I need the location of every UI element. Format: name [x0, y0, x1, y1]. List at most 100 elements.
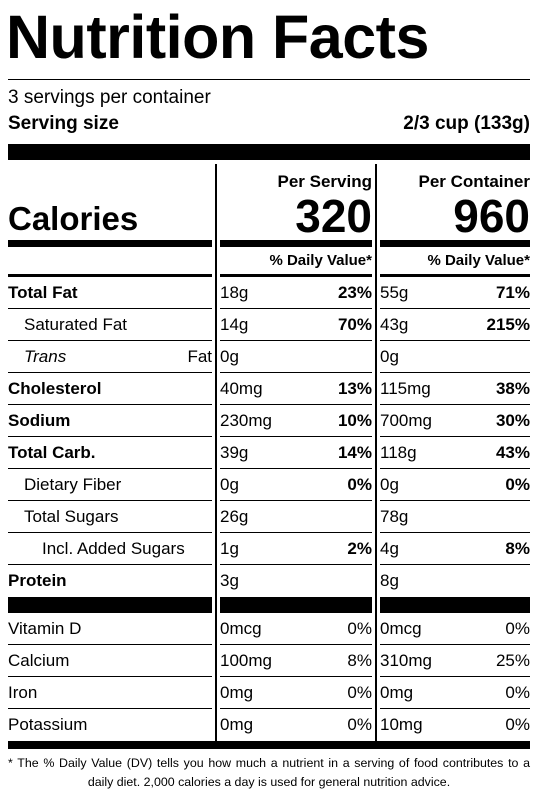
amount-cell: 100mg 8%: [220, 645, 372, 677]
amount: 8g: [380, 571, 399, 590]
nutrient-name: Dietary Fiber: [8, 469, 212, 501]
amount-cell: 8g: [380, 565, 530, 597]
amount: 0g: [220, 474, 239, 494]
amount-cell: 0mcg 0%: [380, 613, 530, 645]
daily-value: 70%: [337, 314, 372, 334]
title: Nutrition Facts: [6, 3, 429, 71]
nutrient-name: Potassium: [8, 715, 88, 734]
nutrient-name: Saturated Fat: [8, 309, 212, 341]
nutrient-name: Incl. Added Sugars: [8, 533, 212, 565]
daily-value: 0%: [505, 474, 530, 494]
amount-cell: 700mg 30%: [380, 405, 530, 437]
daily-value: 0%: [347, 682, 372, 702]
calories-value: 960: [453, 190, 530, 242]
serving-size: 2/3 cup (133g): [403, 113, 530, 134]
amount-cell: 18g 23%: [220, 277, 372, 309]
amount: 118g: [380, 442, 417, 462]
amount: 78g: [380, 506, 409, 526]
spacer: [8, 164, 212, 192]
amount: 1g: [220, 538, 239, 558]
serving-size-row: Serving size 2/3 cup (133g): [8, 113, 530, 135]
calories-label: Calories: [8, 200, 139, 237]
nutrient-name: Iron: [8, 677, 212, 709]
thick-bar: [8, 741, 530, 749]
nutrient-name: Total Sugars: [8, 501, 212, 533]
amount: 14g: [220, 314, 249, 334]
amount-cell: 1g 2%: [220, 533, 372, 565]
amount-cell: 10mg 0%: [380, 709, 530, 741]
nutrient-name: Cholesterol: [8, 373, 212, 405]
dv-header: % Daily Value*: [220, 247, 372, 277]
daily-value: 23%: [337, 282, 372, 302]
daily-value: 38%: [495, 378, 530, 398]
amount-cell: 4g 8%: [380, 533, 530, 565]
daily-value: 2%: [347, 538, 372, 558]
nutrient-name: Calcium: [8, 645, 212, 677]
bar: [8, 240, 212, 247]
amount-cell: 0mg 0%: [380, 677, 530, 709]
daily-value: 0%: [505, 618, 530, 638]
amount-cell: 310mg 25%: [380, 645, 530, 677]
amount: 0mg: [220, 682, 254, 702]
bar: [220, 240, 372, 247]
amount: 4g: [380, 538, 399, 558]
amount-cell: 14g 70%: [220, 309, 372, 341]
amount: 115mg: [380, 378, 431, 398]
amount: 0g: [380, 474, 399, 494]
amount: 100mg: [220, 650, 272, 670]
amount-cell: 0mcg 0%: [220, 613, 372, 645]
calories-value: 320: [295, 190, 372, 242]
rule: [8, 79, 530, 80]
column-header: Per Serving: [277, 172, 373, 191]
daily-value: 43%: [495, 442, 530, 462]
column-divider: [215, 164, 217, 741]
daily-value: 8%: [347, 650, 372, 670]
daily-value: 10%: [337, 410, 372, 430]
daily-value: 0%: [347, 474, 372, 494]
dv-header: % Daily Value*: [380, 247, 530, 277]
amount: 39g: [220, 442, 249, 462]
daily-value: 0%: [347, 715, 372, 734]
amount-cell: 55g 71%: [380, 277, 530, 309]
amount-cell: 0mg 0%: [220, 677, 372, 709]
amount-cell: 118g 43%: [380, 437, 530, 469]
amount-cell: 39g 14%: [220, 437, 372, 469]
amount: 18g: [220, 282, 249, 302]
amount: 0g: [220, 346, 239, 366]
amount-cell: 43g 215%: [380, 309, 530, 341]
daily-value: 13%: [337, 378, 372, 398]
nutrient-name: Sodium: [8, 405, 212, 437]
nutrient-name: Vitamin D: [8, 613, 212, 645]
daily-value: 0%: [347, 618, 372, 638]
amount: 10mg: [380, 715, 423, 734]
amount: 55g: [380, 282, 409, 302]
bar: [8, 597, 212, 613]
amount: 26g: [220, 506, 249, 526]
amount-cell: 0g: [380, 341, 530, 373]
serving-size-label: Serving size: [8, 113, 119, 134]
nutrient-name: Protein: [8, 571, 67, 590]
servings: 3 servings per container: [8, 87, 211, 108]
daily-value: 215%: [486, 314, 530, 334]
amount: 3g: [220, 571, 239, 590]
amount-cell: 115mg 38%: [380, 373, 530, 405]
amount-cell: 0mg 0%: [220, 709, 372, 741]
amount-cell: 0g: [220, 341, 372, 373]
amount: 0mg: [380, 682, 414, 702]
amount-cell: 0g 0%: [380, 469, 530, 501]
amount: 700mg: [380, 410, 432, 430]
amount-cell: 40mg 13%: [220, 373, 372, 405]
amount-cell: 0g 0%: [220, 469, 372, 501]
nutrient-name: Total Carb.: [8, 437, 212, 469]
amount: 40mg: [220, 378, 263, 398]
bar: [220, 597, 372, 613]
daily-value: 30%: [495, 410, 530, 430]
daily-value: 71%: [495, 282, 530, 302]
amount-cell: 26g: [220, 501, 372, 533]
amount: 0mcg: [380, 618, 422, 638]
daily-value: 25%: [495, 650, 530, 670]
amount: 310mg: [380, 650, 432, 670]
amount: 0mcg: [220, 618, 262, 638]
amount-cell: 230mg 10%: [220, 405, 372, 437]
